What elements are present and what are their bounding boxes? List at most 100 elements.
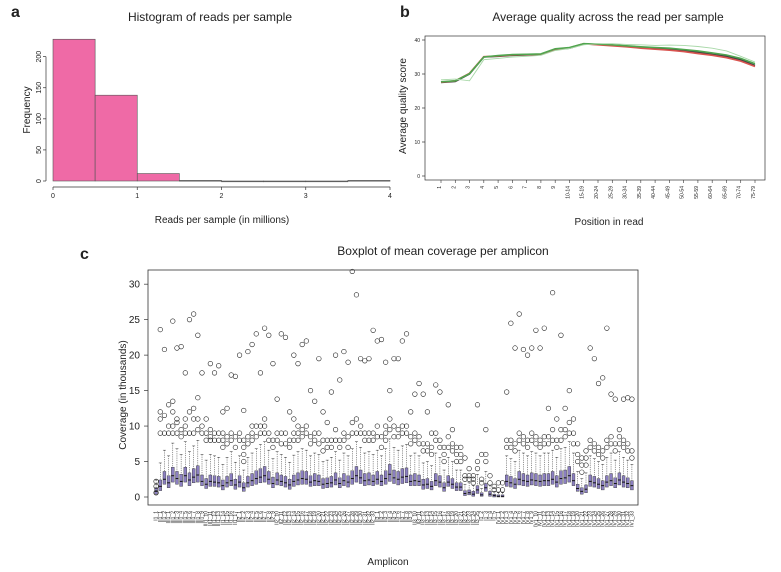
- histogram-bar: [263, 180, 307, 183]
- boxplot-outlier: [358, 430, 364, 436]
- boxplot-outlier: [583, 462, 589, 468]
- boxplot-outlier: [291, 416, 297, 422]
- boxplot-outlier: [416, 380, 422, 387]
- boxplot-outlier: [558, 437, 564, 443]
- boxplot-box: [200, 474, 204, 486]
- boxplot-outlier: [562, 405, 568, 411]
- boxplot-outlier: [579, 469, 585, 475]
- boxplot-x-tick-label: II2_21: [321, 511, 327, 525]
- boxplot-x-tick-label: IV1_24: [592, 511, 598, 527]
- boxplot-outlier: [303, 423, 309, 429]
- histogram-panel: Histogram of reads per sample Reads per …: [22, 10, 392, 226]
- boxplot-x-tick-label: II1_17: [233, 511, 239, 525]
- boxplot-outlier: [391, 423, 397, 429]
- boxplot-outlier: [474, 402, 481, 408]
- boxplot-outlier: [228, 437, 234, 443]
- boxplot-x-tick-label: IV1_3: [504, 511, 510, 524]
- boxplot-x-tick-label: II3_1: [375, 511, 381, 522]
- boxplot-outlier: [316, 430, 322, 436]
- boxplot-x-tick-label: II2_16: [300, 511, 306, 525]
- boxplot-outlier: [332, 352, 339, 358]
- quality-x-tick-label: 60-64: [708, 186, 714, 199]
- histogram-y-tick-label: 100: [36, 113, 43, 125]
- boxplot-x-tick-label: IV1_12: [542, 511, 548, 527]
- boxplot-x-tick-label: II3_12: [421, 511, 427, 525]
- boxplot-outlier: [441, 458, 447, 465]
- quality-x-tick-label: 65-69: [722, 186, 728, 199]
- boxplot-x-tick-label: IV1_21: [579, 511, 585, 527]
- boxplot-outlier: [483, 458, 489, 465]
- boxplot-x-tick-label: II3_10: [412, 511, 418, 525]
- boxplot-x-tick-label: IV1_27: [604, 511, 610, 527]
- boxplot-x-tick-label: II2_24: [333, 511, 339, 525]
- boxplot-outlier: [324, 437, 330, 443]
- boxplot-outlier: [395, 427, 401, 433]
- boxplot-box: [204, 478, 208, 489]
- boxplot-outlier: [345, 444, 351, 450]
- boxplot-outlier: [420, 441, 426, 447]
- boxplot-x-tick-label: IV1_25: [596, 511, 602, 527]
- boxplot-outlier: [278, 430, 284, 436]
- boxplot-outlier: [366, 430, 372, 436]
- boxplot-outlier: [378, 444, 385, 450]
- boxplot-outlier: [487, 480, 493, 486]
- histogram-x-tick-label: 0: [51, 193, 55, 200]
- boxplot-box: [605, 475, 609, 488]
- boxplot-outlier: [199, 370, 205, 376]
- boxplot-outlier: [295, 437, 301, 443]
- boxplot-outlier: [178, 344, 184, 350]
- histogram-y-tick-label: 200: [36, 51, 43, 63]
- boxplot-outlier: [575, 441, 581, 447]
- boxplot-x-tick-label: IV1_4: [508, 511, 514, 524]
- boxplot-outlier: [474, 466, 481, 472]
- boxplot-box: [283, 476, 288, 488]
- histogram-title: Histogram of reads per sample: [128, 10, 292, 24]
- boxplot-box: [267, 471, 271, 485]
- boxplot-outlier: [499, 480, 506, 486]
- boxplot-y-label: Coverage (in thousands): [118, 340, 129, 450]
- boxplot-outlier: [262, 416, 268, 422]
- boxplot-outlier: [428, 451, 435, 458]
- boxplot-outlier: [587, 345, 593, 351]
- boxplot-box: [571, 473, 576, 486]
- boxplot-outlier: [395, 434, 401, 440]
- boxplot-outlier: [604, 325, 610, 331]
- quality-y-tick-label: 10: [414, 140, 420, 146]
- boxplot-x-tick-label: IV1_16: [558, 511, 564, 527]
- boxplot-box: [254, 470, 258, 485]
- boxplot-box: [609, 473, 613, 486]
- boxplot-outlier: [391, 356, 397, 362]
- boxplot-box: [363, 473, 367, 486]
- boxplot-outlier: [282, 334, 289, 340]
- panel-a-letter: a: [11, 4, 20, 21]
- boxplot-outlier: [420, 448, 426, 454]
- boxplot-box: [575, 484, 580, 492]
- boxplot-outlier: [182, 370, 188, 376]
- boxplot-outlier: [387, 416, 393, 422]
- boxplot-x-tick-label: II3_15: [433, 511, 439, 525]
- boxplot-outlier: [245, 348, 251, 355]
- boxplot-outlier: [324, 444, 330, 450]
- boxplot-outlier: [278, 331, 284, 337]
- boxplot-outlier: [516, 437, 522, 443]
- boxplot-outlier: [512, 441, 518, 447]
- boxplot-outlier: [253, 434, 259, 440]
- boxplot-outlier: [462, 476, 468, 482]
- boxplot-outlier: [216, 437, 222, 443]
- boxplot-box: [162, 471, 167, 485]
- boxplot-outlier: [554, 437, 560, 443]
- boxplot-outlier: [270, 444, 276, 450]
- boxplot-outlier: [157, 430, 163, 436]
- boxplot-box: [271, 476, 275, 488]
- quality-x-tick-label: 75-79: [751, 186, 757, 199]
- boxplot-outlier: [433, 437, 439, 443]
- quality-series-line: [440, 43, 756, 84]
- boxplot-outlier: [591, 448, 597, 454]
- boxplot-box: [354, 466, 359, 483]
- boxplot-box: [212, 475, 217, 487]
- boxplot-outlier: [182, 416, 188, 422]
- boxplot-outlier: [462, 455, 468, 461]
- boxplot-outlier: [520, 434, 526, 440]
- boxplot-outlier: [629, 455, 635, 461]
- boxplot-outlier: [186, 409, 193, 415]
